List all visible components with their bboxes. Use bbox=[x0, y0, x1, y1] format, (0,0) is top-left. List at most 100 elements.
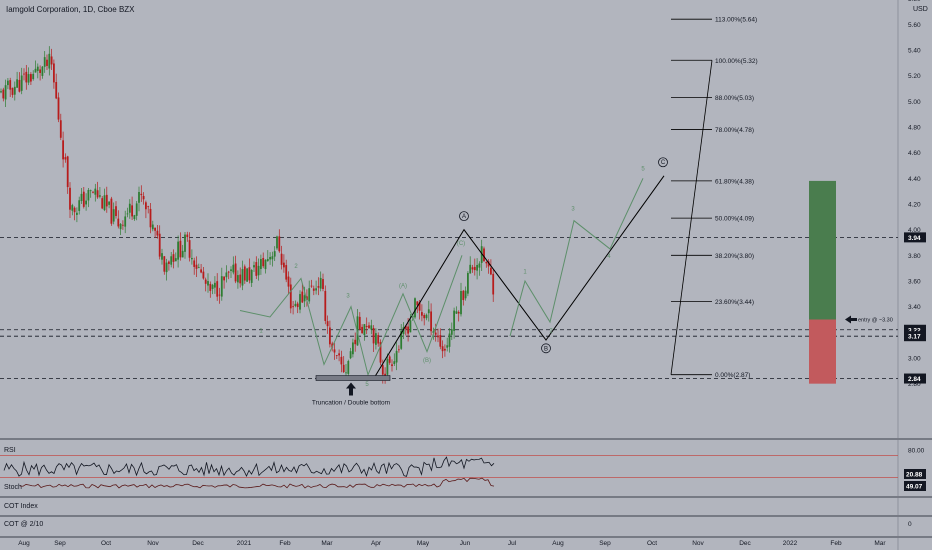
time-label-18: Feb bbox=[830, 540, 842, 547]
price-tick-9: 4.60 bbox=[908, 150, 921, 157]
candle-body-147 bbox=[338, 353, 340, 356]
rsi-line bbox=[3, 456, 495, 478]
price-axis: 2.803.003.203.403.603.804.004.204.404.60… bbox=[904, 0, 926, 528]
candle-body-59 bbox=[135, 203, 138, 216]
candle-body-162 bbox=[372, 327, 375, 344]
candle-body-192 bbox=[441, 346, 444, 352]
time-label-13: Sep bbox=[599, 540, 611, 547]
up-arrow-icon bbox=[346, 382, 356, 396]
wave-label-6: (B) bbox=[423, 358, 431, 364]
candle-body-214 bbox=[492, 273, 495, 295]
candle-body-185 bbox=[425, 314, 428, 319]
candle-body-10 bbox=[23, 73, 25, 75]
wave-circle-0 bbox=[459, 211, 469, 222]
candle-body-194 bbox=[446, 345, 449, 348]
candle-body-65 bbox=[149, 208, 152, 228]
wave-label-0: 1 bbox=[259, 328, 263, 334]
candle-body-7 bbox=[16, 79, 18, 88]
price-tag-bg-0 bbox=[904, 232, 926, 243]
wave-circle-1 bbox=[541, 343, 551, 354]
time-label-2: Oct bbox=[101, 540, 111, 547]
candle-body-154 bbox=[354, 339, 357, 345]
candle-body-140 bbox=[322, 279, 324, 290]
price-tick-1: 3.00 bbox=[908, 356, 921, 363]
candle-body-132 bbox=[303, 295, 306, 302]
candle-body-102 bbox=[234, 263, 237, 282]
price-tick-8: 4.40 bbox=[908, 176, 921, 183]
candle-body-51 bbox=[117, 218, 120, 227]
profit-zone bbox=[809, 180, 836, 320]
candle-body-144 bbox=[331, 343, 334, 348]
candle-body-15 bbox=[34, 68, 37, 73]
candle-body-203 bbox=[467, 273, 469, 294]
rsi-tag-1: 49.07 bbox=[906, 484, 923, 491]
candle-body-129 bbox=[296, 303, 299, 308]
candle-body-101 bbox=[232, 264, 235, 273]
candle-body-125 bbox=[287, 276, 290, 287]
time-label-15: Nov bbox=[692, 540, 704, 547]
candle-body-20 bbox=[46, 59, 48, 66]
candle-body-152 bbox=[349, 351, 352, 359]
candle-body-119 bbox=[273, 251, 276, 257]
candle-body-5 bbox=[11, 87, 14, 95]
candle-body-190 bbox=[437, 335, 439, 338]
candle-body-156 bbox=[358, 316, 361, 330]
candle-body-0 bbox=[0, 91, 2, 93]
price-tag-1: 3.22 bbox=[908, 327, 921, 334]
candle-body-209 bbox=[480, 246, 483, 263]
candle-body-95 bbox=[218, 294, 221, 296]
candle-body-77 bbox=[177, 241, 179, 260]
candle-body-170 bbox=[391, 364, 393, 367]
candle-body-150 bbox=[345, 372, 347, 374]
candle-body-107 bbox=[246, 268, 248, 282]
price-tag-bg-3 bbox=[904, 373, 926, 384]
candle-body-4 bbox=[9, 80, 12, 90]
wave-impulse-line bbox=[239, 255, 463, 377]
candle-body-123 bbox=[283, 262, 285, 268]
candle-body-111 bbox=[255, 262, 258, 276]
candle-body-27 bbox=[62, 140, 64, 160]
candle-body-180 bbox=[414, 298, 416, 318]
candle-body-126 bbox=[289, 284, 292, 309]
time-label-3: Nov bbox=[147, 540, 159, 547]
candle-body-12 bbox=[27, 74, 30, 83]
candle-body-115 bbox=[264, 259, 267, 270]
candle-body-139 bbox=[319, 277, 322, 289]
candle-body-17 bbox=[39, 69, 41, 73]
candle-body-61 bbox=[140, 193, 143, 196]
candle-body-134 bbox=[308, 288, 311, 302]
candle-body-158 bbox=[363, 324, 366, 336]
candle-body-82 bbox=[188, 240, 191, 258]
wave-label-9: 2 bbox=[549, 328, 553, 334]
rsi-tag-0: 20.88 bbox=[906, 472, 923, 479]
time-label-9: May bbox=[417, 540, 430, 547]
candle-body-63 bbox=[145, 202, 147, 210]
candle-body-39 bbox=[89, 190, 92, 192]
candle-body-14 bbox=[32, 73, 35, 80]
wave-abc-label-0: A bbox=[462, 214, 466, 220]
price-tick-13: 5.40 bbox=[908, 48, 921, 55]
candle-body-11 bbox=[25, 71, 28, 83]
candle-body-42 bbox=[96, 190, 99, 198]
candle-body-37 bbox=[85, 200, 87, 205]
candle-body-128 bbox=[294, 303, 297, 307]
loss-zone bbox=[809, 319, 836, 384]
cot-index-title: COT Index bbox=[4, 503, 38, 510]
candle-body-22 bbox=[50, 56, 53, 65]
candle-body-45 bbox=[103, 195, 106, 211]
candle-body-19 bbox=[43, 57, 46, 67]
candle-body-160 bbox=[368, 325, 370, 329]
time-label-8: Apr bbox=[371, 540, 382, 547]
fib-label-5: 50.00%(4.09) bbox=[715, 216, 754, 223]
candle-body-108 bbox=[248, 267, 251, 281]
candle-body-212 bbox=[487, 261, 490, 267]
candle-body-58 bbox=[133, 215, 136, 220]
candle-body-197 bbox=[453, 310, 455, 331]
candle-body-208 bbox=[478, 263, 481, 268]
candle-body-199 bbox=[457, 311, 460, 314]
candle-body-66 bbox=[151, 224, 154, 230]
fib-label-8: 0.00%(2.87) bbox=[715, 372, 750, 379]
candle-body-186 bbox=[427, 309, 430, 314]
candle-body-177 bbox=[407, 326, 409, 334]
